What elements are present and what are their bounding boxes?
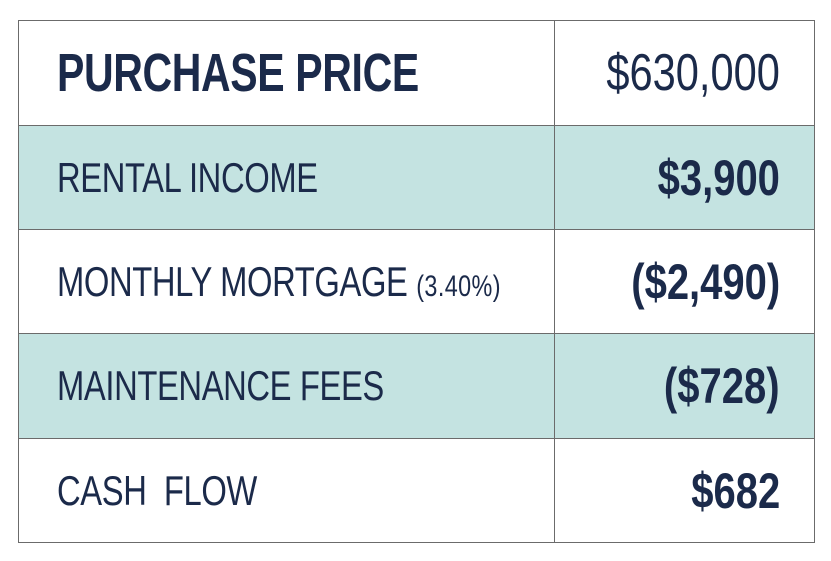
maintenance-fees-label: MAINTENANCE FEES [57, 362, 384, 409]
rental-income-label: RENTAL INCOME [57, 153, 318, 201]
cash-flow-value: $682 [691, 463, 780, 519]
value-cell: ($2,490) [555, 230, 814, 333]
value-cell: $682 [555, 439, 814, 543]
table-row-purchase-price: PURCHASE PRICE $630,000 [19, 21, 814, 126]
table-row-monthly-mortgage: MONTHLY MORTGAGE (3.40%) ($2,490) [19, 230, 814, 334]
label-cell: PURCHASE PRICE [19, 21, 555, 125]
label-cell: MONTHLY MORTGAGE (3.40%) [19, 230, 555, 333]
label-cell: RENTAL INCOME [19, 126, 555, 229]
value-cell: ($728) [555, 334, 814, 438]
monthly-mortgage-value: ($2,490) [631, 253, 780, 310]
table-row-rental-income: RENTAL INCOME $3,900 [19, 126, 814, 230]
maintenance-fees-value: ($728) [664, 358, 780, 414]
monthly-mortgage-text: MONTHLY MORTGAGE [57, 257, 408, 305]
value-cell: $3,900 [555, 126, 814, 229]
cash-flow-table: PURCHASE PRICE $630,000 RENTAL INCOME $3… [18, 20, 815, 543]
purchase-price-label: PURCHASE PRICE [57, 43, 419, 103]
monthly-mortgage-label: MONTHLY MORTGAGE (3.40%) [57, 258, 501, 306]
label-cell: MAINTENANCE FEES [19, 334, 555, 438]
purchase-price-value: $630,000 [606, 44, 780, 102]
cash-flow-label: CASH FLOW [57, 467, 257, 514]
table-row-maintenance-fees: MAINTENANCE FEES ($728) [19, 334, 814, 439]
value-cell: $630,000 [555, 21, 814, 125]
label-cell: CASH FLOW [19, 439, 555, 543]
rental-income-value: $3,900 [657, 149, 780, 206]
mortgage-rate-note: (3.40%) [416, 269, 501, 303]
table-row-cash-flow: CASH FLOW $682 [19, 439, 814, 543]
